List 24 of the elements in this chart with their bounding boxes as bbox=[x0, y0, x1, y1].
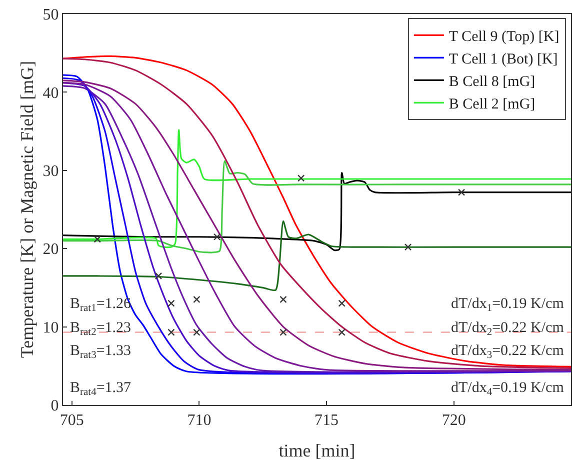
annotation: dT/dx$_{2}$=0.22 K/cm bbox=[451, 320, 564, 338]
y-axis-title: Temperature [K] or Magnetic Field [mG] bbox=[17, 60, 37, 358]
x-axis-title: time [min] bbox=[278, 440, 356, 460]
legend-label: B Cell 8 [mG] bbox=[448, 74, 536, 90]
x-tick-label: 720 bbox=[442, 412, 466, 430]
x-tick-label: 715 bbox=[314, 412, 339, 430]
legend-label: T Cell 9 (Top) [K] bbox=[448, 29, 560, 46]
y-tick-label: 10 bbox=[42, 319, 59, 336]
y-tick-label: 0 bbox=[50, 398, 59, 415]
annotation: dT/dx$_{3}$=0.22 K/cm bbox=[451, 343, 564, 362]
x-tick-label: 705 bbox=[60, 412, 84, 430]
annotation: B$_{rat3}$=1.33 bbox=[70, 343, 132, 362]
y-tick-label: 50 bbox=[42, 6, 59, 24]
annotation: dT/dx$_{1}$=0.19 K/cm bbox=[451, 296, 564, 314]
annotation: B$_{rat4}$=1.37 bbox=[70, 380, 132, 398]
annotation: dT/dx$_{4}$=0.19 K/cm bbox=[451, 380, 564, 398]
annotation: B$_{rat2}$=1.23 bbox=[70, 320, 132, 338]
y-tick-label: 30 bbox=[42, 163, 59, 180]
y-tick-label: 20 bbox=[42, 241, 59, 258]
legend-label: B Cell 2 [mG] bbox=[448, 96, 536, 113]
x-tick-label: 710 bbox=[187, 412, 212, 430]
legend-label: T Cell 1 (Bot) [K] bbox=[448, 52, 558, 68]
annotation: B$_{rat1}$=1.26 bbox=[70, 296, 132, 314]
y-tick-label: 40 bbox=[42, 84, 59, 102]
